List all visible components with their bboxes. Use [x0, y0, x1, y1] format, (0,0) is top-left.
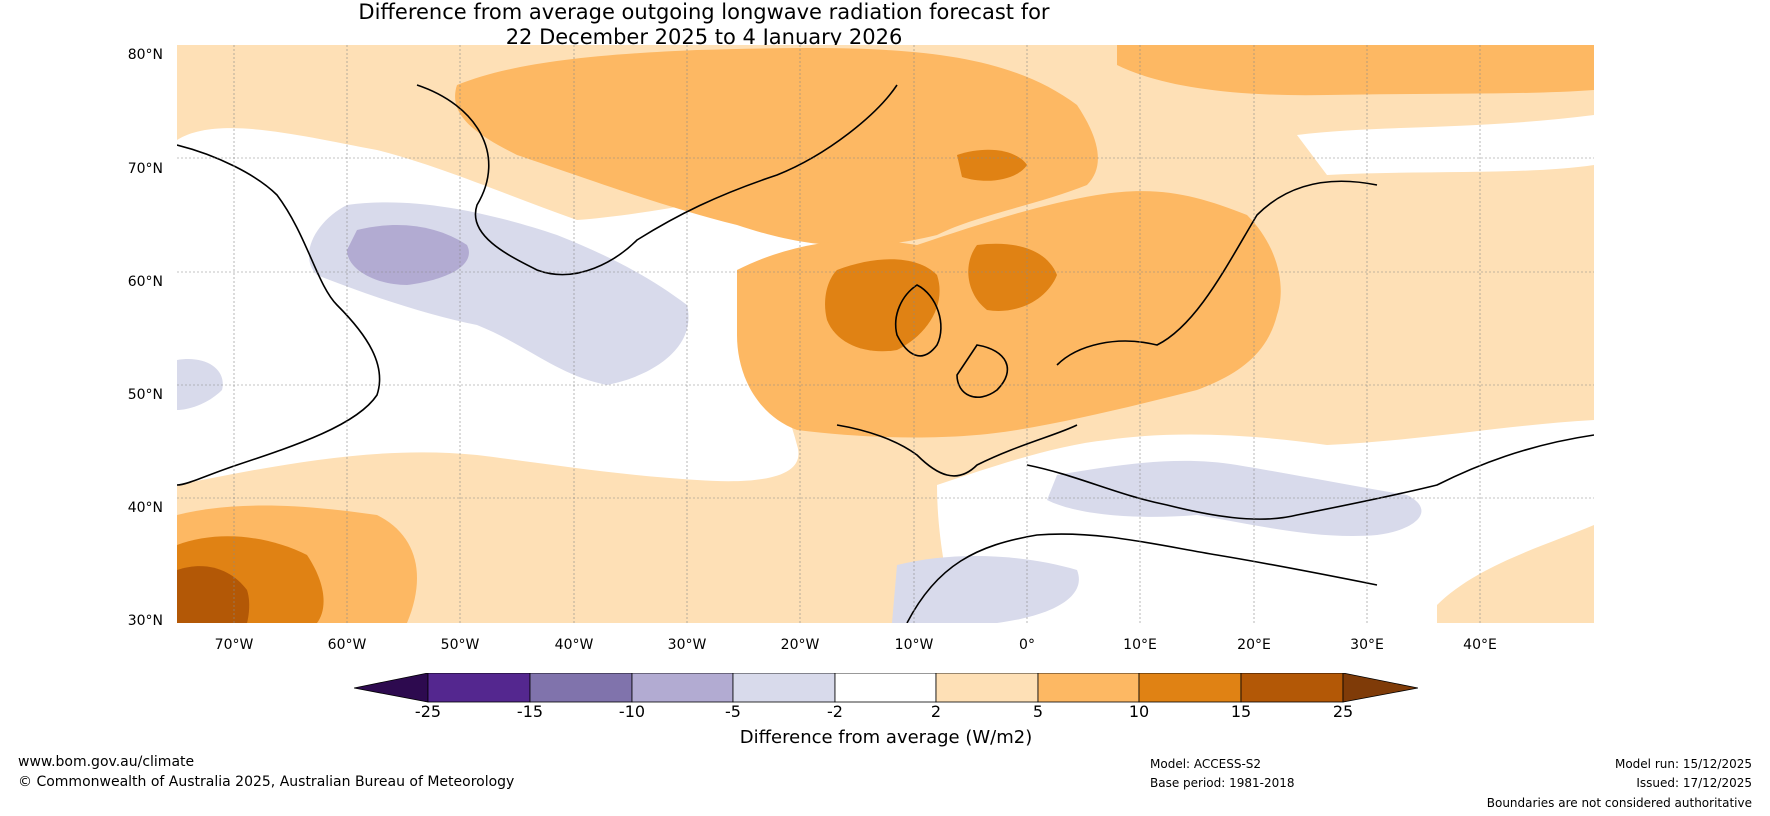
colorbar-tick-label: 25 [1332, 702, 1354, 721]
footer-website-link[interactable]: www.bom.gov.au/climate [18, 754, 195, 770]
lon-label-40w: 40°W [554, 637, 594, 653]
colorbar-title: Difference from average (W/m2) [739, 727, 1033, 748]
colorbar-segment-7 [1037, 673, 1140, 703]
colorbar-segment-2 [529, 673, 633, 703]
field-moderate-positive-north [455, 48, 1098, 246]
field-strong-positive-greenland-sea [957, 149, 1027, 181]
field-medium-negative [347, 225, 469, 285]
lon-label-30e: 30°E [1350, 637, 1384, 653]
colorbar [354, 673, 1418, 703]
lon-label-20w: 20°W [780, 637, 820, 653]
lon-label-50w: 50°W [440, 637, 480, 653]
colorbar-arrow-min [354, 673, 429, 703]
lon-label-20e: 20°E [1237, 637, 1271, 653]
lat-label-40n: 40°N [127, 500, 163, 516]
colorbar-tick-label: 15 [1230, 702, 1252, 721]
lat-label-70n: 70°N [127, 161, 163, 177]
lat-label-60n: 60°N [127, 274, 163, 290]
colorbar-segment-1 [427, 673, 531, 703]
lon-label-60w: 60°W [327, 637, 367, 653]
field-moderate-positive-europe [737, 191, 1281, 438]
colorbar-segment-8 [1138, 673, 1242, 703]
lat-label-50n: 50°N [127, 387, 163, 403]
field-light-negative-nw [177, 359, 223, 410]
field-strong-positive-norwegian-sea [968, 243, 1057, 311]
colorbar-segment-3 [631, 673, 734, 703]
colorbar-tick-label: -5 [725, 702, 741, 721]
colorbar-tick-label: -2 [827, 702, 843, 721]
lon-label-10w: 10°W [894, 637, 934, 653]
footer-disclaimer: Boundaries are not considered authoritat… [1486, 796, 1752, 810]
field-strong-positive-north-sea [825, 259, 940, 352]
colorbar-tick-label: -25 [414, 702, 442, 721]
footer-model: Model: ACCESS-S2 [1150, 757, 1262, 771]
colorbar-tick-label: 2 [930, 702, 942, 721]
colorbar-arrow-max [1342, 673, 1418, 703]
field-light-negative-med [1047, 460, 1422, 536]
footer-issued: Issued: 17/12/2025 [1636, 776, 1752, 790]
field-light-negative-africa [892, 555, 1079, 623]
field-neutral-arctic-east [1297, 115, 1594, 175]
map-canvas [177, 45, 1594, 623]
colorbar-tick-label: 5 [1032, 702, 1044, 721]
lat-label-30n: 30°N [127, 613, 163, 629]
footer-model-run: Model run: 15/12/2025 [1614, 757, 1752, 771]
field-moderate-positive-arctic-east [1117, 45, 1594, 96]
field-very-strong-positive-sw [177, 566, 250, 623]
footer-base-period: Base period: 1981-2018 [1150, 776, 1295, 790]
colorbar-tick-label: -10 [618, 702, 646, 721]
lon-label-30w: 30°W [667, 637, 707, 653]
lon-label-10e: 10°E [1123, 637, 1157, 653]
olr-anomaly-map [177, 45, 1594, 623]
colorbar-segment-5 [834, 673, 937, 703]
lon-label-40e: 40°E [1463, 637, 1497, 653]
lon-label-70w: 70°W [214, 637, 254, 653]
lon-label-0: 0° [1019, 637, 1035, 653]
coastlines [177, 84, 1594, 623]
graticule [177, 45, 1594, 623]
footer-copyright: © Commonwealth of Australia 2025, Austra… [18, 774, 515, 790]
colorbar-segment-6 [935, 673, 1039, 703]
colorbar-segment-9 [1240, 673, 1344, 703]
lat-label-80n: 80°N [127, 47, 163, 63]
colorbar-segment-4 [732, 673, 836, 703]
colorbar-tick-label: -15 [516, 702, 544, 721]
title-line-1: Difference from average outgoing longwav… [358, 0, 1050, 24]
map-title: Difference from average outgoing longwav… [0, 0, 1408, 50]
colorbar-tick-label: 10 [1128, 702, 1150, 721]
